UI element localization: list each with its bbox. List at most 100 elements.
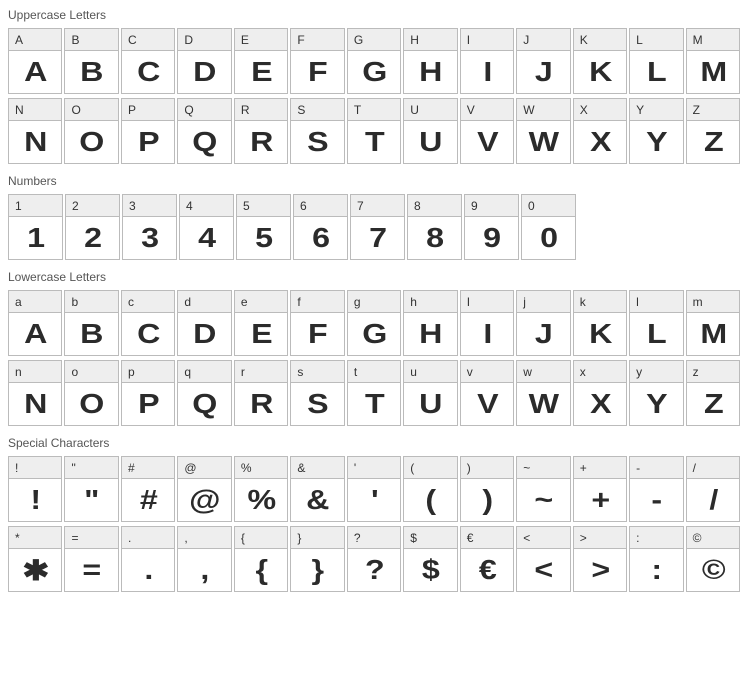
lowercase-section-title: Lowercase Letters <box>8 270 740 284</box>
glyph-cell-glyph: Z <box>683 383 743 425</box>
glyph-cell-label: a <box>9 291 61 313</box>
glyph-cell: FF <box>290 28 344 94</box>
glyph-cell-glyph: . <box>118 549 178 591</box>
glyph-cell: :: <box>629 526 683 592</box>
glyph-cell-label: W <box>517 99 569 121</box>
special-row: *✱==..,,{{}}??$$€€<<>>::©© <box>8 526 740 592</box>
glyph-cell: 77 <box>350 194 405 260</box>
glyph-cell: RR <box>234 98 288 164</box>
glyph-cell-label: : <box>630 527 682 549</box>
glyph-cell: eE <box>234 290 288 356</box>
glyph-cell: XX <box>573 98 627 164</box>
glyph-cell-label: + <box>574 457 626 479</box>
numbers-row: 11223344556677889900 <box>8 194 740 260</box>
glyph-cell-label: w <box>517 361 569 383</box>
glyph-cell-glyph: 7 <box>347 217 408 259</box>
glyph-cell: )) <box>460 456 514 522</box>
glyph-cell-label: ' <box>348 457 400 479</box>
glyph-cell-label: x <box>574 361 626 383</box>
glyph-cell-glyph: > <box>570 549 630 591</box>
glyph-cell-glyph: % <box>231 479 291 521</box>
glyph-cell-label: C <box>122 29 174 51</box>
glyph-cell-glyph: V <box>457 121 517 163</box>
glyph-cell: gG <box>347 290 401 356</box>
glyph-cell: AA <box>8 28 62 94</box>
glyph-cell: nN <box>8 360 62 426</box>
glyph-cell-glyph: C <box>118 313 178 355</box>
glyph-cell: JJ <box>516 28 570 94</box>
glyph-cell: -- <box>629 456 683 522</box>
glyph-cell-label: d <box>178 291 230 313</box>
glyph-cell-label: T <box>348 99 400 121</box>
glyph-cell-glyph: A <box>5 51 65 93</box>
glyph-cell: TT <box>347 98 401 164</box>
glyph-cell-label: " <box>65 457 117 479</box>
glyph-cell-glyph: Q <box>174 383 234 425</box>
glyph-cell: 88 <box>407 194 462 260</box>
lowercase-row: aAbBcCdDeEfFgGhHIIjJkKlLmM <box>8 290 740 356</box>
glyph-cell-glyph: O <box>62 121 122 163</box>
glyph-cell-label: s <box>291 361 343 383</box>
glyph-cell-label: 6 <box>294 195 347 217</box>
glyph-cell-label: ? <box>348 527 400 549</box>
glyph-cell-label: n <box>9 361 61 383</box>
glyph-cell-label: 7 <box>351 195 404 217</box>
glyph-cell-label: E <box>235 29 287 51</box>
glyph-cell: 66 <box>293 194 348 260</box>
glyph-cell-label: } <box>291 527 343 549</box>
glyph-cell-label: 4 <box>180 195 233 217</box>
glyph-cell-label: 1 <box>9 195 62 217</box>
glyph-cell-label: K <box>574 29 626 51</box>
glyph-cell-label: F <box>291 29 343 51</box>
glyph-cell: lL <box>629 290 683 356</box>
glyph-cell: dD <box>177 290 231 356</box>
glyph-cell-glyph: L <box>626 313 686 355</box>
glyph-cell: LL <box>629 28 683 94</box>
glyph-cell-label: g <box>348 291 400 313</box>
glyph-cell-glyph: = <box>62 549 122 591</box>
glyph-cell: >> <box>573 526 627 592</box>
glyph-cell-glyph: E <box>231 51 291 93</box>
glyph-cell-glyph: N <box>5 383 65 425</box>
glyph-cell-glyph: Z <box>683 121 743 163</box>
glyph-cell: '' <box>347 456 401 522</box>
glyph-cell: KK <box>573 28 627 94</box>
glyph-cell-label: p <box>122 361 174 383</box>
special-row: !!""##@@%%&&''(())~~++--// <box>8 456 740 522</box>
glyph-cell-glyph: O <box>62 383 122 425</box>
glyph-cell-label: X <box>574 99 626 121</box>
glyph-cell-label: 9 <box>465 195 518 217</box>
glyph-cell-label: H <box>404 29 456 51</box>
glyph-cell: ©© <box>686 526 740 592</box>
glyph-cell: && <box>290 456 344 522</box>
glyph-cell-label: f <box>291 291 343 313</box>
glyph-cell: .. <box>121 526 175 592</box>
glyph-cell: 33 <box>122 194 177 260</box>
glyph-cell-glyph: C <box>118 51 178 93</box>
glyph-cell: zZ <box>686 360 740 426</box>
glyph-cell-label: A <box>9 29 61 51</box>
glyph-cell-label: c <box>122 291 174 313</box>
glyph-cell-label: N <box>9 99 61 121</box>
glyph-cell-glyph: R <box>231 121 291 163</box>
glyph-cell-glyph: + <box>570 479 630 521</box>
glyph-cell-label: B <box>65 29 117 51</box>
glyph-cell-label: . <box>122 527 174 549</box>
glyph-cell: {{ <box>234 526 288 592</box>
glyph-cell-label: 5 <box>237 195 290 217</box>
lowercase-row: nNoOpPqQrRsStTuUvVwWxXyYzZ <box>8 360 740 426</box>
glyph-cell: ## <box>121 456 175 522</box>
glyph-cell-label: © <box>687 527 739 549</box>
glyph-cell-glyph: X <box>570 383 630 425</box>
glyph-cell: YY <box>629 98 683 164</box>
glyph-cell-glyph: Y <box>626 383 686 425</box>
glyph-cell-glyph: D <box>174 51 234 93</box>
glyph-cell-label: = <box>65 527 117 549</box>
glyph-cell-label: I <box>461 29 513 51</box>
glyph-cell-label: / <box>687 457 739 479</box>
glyph-cell-label: V <box>461 99 513 121</box>
glyph-cell: VV <box>460 98 514 164</box>
glyph-cell: mM <box>686 290 740 356</box>
glyph-cell-label: u <box>404 361 456 383</box>
glyph-cell: yY <box>629 360 683 426</box>
